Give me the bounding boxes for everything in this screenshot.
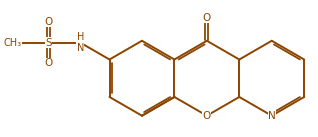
Text: O: O [203,13,211,23]
Text: O: O [44,58,52,68]
Text: S: S [45,38,52,48]
Text: H
N: H N [77,32,84,53]
Text: O: O [203,111,211,121]
Text: CH₃: CH₃ [3,38,22,48]
Text: N: N [268,111,276,121]
Text: O: O [44,17,52,27]
